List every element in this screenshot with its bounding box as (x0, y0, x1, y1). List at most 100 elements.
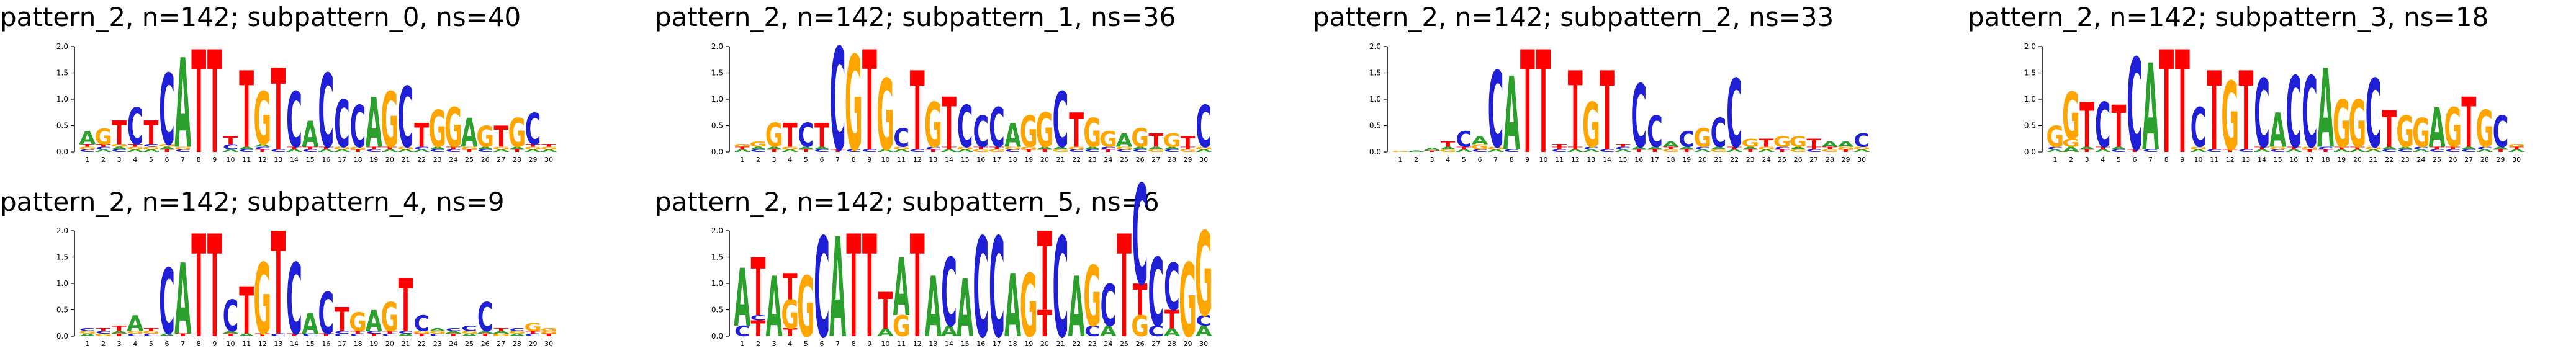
logo-letter-T: T (1552, 146, 1567, 150)
x-tick-label: 29 (529, 340, 538, 348)
logo-letter-A: A (1853, 149, 1871, 153)
logo-letter-T: T (926, 149, 941, 153)
logo-letter-T: T (446, 146, 461, 150)
x-tick-label: 20 (385, 340, 394, 348)
logo-letter-G: G (1582, 91, 1600, 162)
logo-letter-A: A (127, 311, 143, 336)
logo-letter-C: C (2191, 96, 2207, 159)
logo-letter-T: T (1568, 146, 1583, 150)
logo-letter-C: C (2254, 60, 2270, 169)
logo-letter-A: A (541, 149, 558, 153)
logo-letter-C: C (2095, 91, 2111, 162)
logo-letter-T: T (783, 117, 798, 154)
logo-letter-A: A (2142, 39, 2159, 178)
logo-letter-A: A (1408, 150, 1425, 153)
x-tick-label: 20 (2353, 156, 2362, 164)
x-tick-label: 3 (772, 340, 777, 348)
logo-letter-T: T (414, 333, 429, 337)
logo-letter-A: A (286, 149, 304, 153)
logo-letter-G: G (524, 321, 542, 334)
logo-letter-G: G (1099, 127, 1117, 152)
y-tick-label: 0.0 (56, 332, 68, 340)
logo-letter-T: T (1520, 22, 1535, 185)
logo-letter-T: T (2446, 146, 2461, 150)
x-tick-label: 24 (1104, 340, 1112, 348)
logo-letter-A: A (1662, 140, 1679, 148)
logo-letter-T: T (96, 327, 111, 332)
logo-letter-C: C (798, 117, 814, 154)
logo-letter-C: C (1631, 67, 1647, 168)
logo-letter-C: C (814, 149, 830, 153)
logo-letter-C: C (2111, 149, 2127, 153)
logo-letter-C: C (1488, 50, 1504, 172)
logo-letter-A: A (174, 243, 191, 354)
logo-letter-T: T (989, 146, 1004, 150)
x-tick-label: 19 (1024, 156, 1033, 164)
logo-letter-T: T (351, 330, 366, 334)
logo-letter-A: A (222, 149, 240, 153)
x-tick-label: 10 (881, 156, 890, 164)
y-tick-label: 0.5 (1369, 122, 1381, 130)
x-tick-label: 14 (945, 340, 953, 348)
logo-letter-A: A (174, 33, 191, 176)
x-tick-label: 3 (117, 340, 122, 348)
logo-letter-T: T (1536, 22, 1551, 185)
x-tick-label: 22 (1072, 156, 1081, 164)
logo-letter-G: G (253, 243, 271, 354)
x-tick-label: 12 (258, 340, 267, 348)
y-tick-label: 2.0 (56, 226, 68, 235)
logo-letter-T: T (366, 333, 381, 337)
x-tick-label: 25 (465, 156, 474, 164)
logo-letter-C: C (96, 146, 112, 150)
logo-letter-A: A (79, 333, 96, 337)
logo-letter-A: A (461, 110, 478, 157)
x-tick-label: 12 (913, 156, 922, 164)
logo-letter-A: A (957, 264, 973, 354)
logo-letter-C: C (413, 146, 430, 150)
logo-letter-A: A (957, 149, 974, 153)
logo-letter-C: C (96, 330, 112, 334)
logo-letter-C: C (143, 333, 160, 337)
x-tick-label: 28 (1826, 156, 1834, 164)
y-tick-label: 1.5 (56, 253, 68, 262)
logo-letter-C: C (1456, 127, 1472, 152)
x-tick-label: 4 (788, 340, 792, 348)
logo-letter-T: T (1822, 146, 1837, 150)
logo-letter-G: G (1083, 249, 1101, 346)
logo-letter-T: T (1775, 149, 1790, 153)
logo-letter-C: C (750, 149, 767, 153)
logo-letter-A: A (158, 146, 176, 150)
logo-letter-C: C (957, 93, 973, 161)
logo-letter-A: A (813, 146, 831, 150)
logo-letter-T: T (271, 45, 286, 176)
logo-letter-C: C (271, 333, 287, 337)
logo-letter-A: A (941, 149, 958, 153)
logo-letter-T: T (2239, 48, 2254, 175)
y-tick-label: 1.0 (1369, 95, 1381, 104)
logo-letter-A: A (2349, 149, 2366, 153)
logo-letter-C: C (814, 210, 830, 354)
logo-letter-T: T (2461, 84, 2476, 163)
logo-letter-G: G (924, 91, 942, 162)
logo-letter-G: G (972, 149, 990, 153)
logo-letter-T: T (814, 117, 829, 154)
logo-letter-G: G (1020, 256, 1038, 354)
logo-letter-A: A (941, 323, 958, 339)
x-tick-label: 16 (322, 340, 330, 348)
x-tick-label: 5 (804, 340, 808, 348)
logo-letter-A: A (1052, 146, 1070, 150)
x-tick-label: 28 (1168, 156, 1176, 164)
logo-letter-A: A (2476, 149, 2493, 153)
logo-letter-T: T (462, 149, 477, 153)
logo-letter-T: T (1456, 146, 1471, 150)
logo-letter-C: C (525, 333, 541, 337)
x-tick-label: 13 (1587, 156, 1595, 164)
logo-letter-A: A (1439, 146, 1457, 150)
logo-letter-T: T (143, 115, 158, 152)
logo-letter-A: A (2269, 103, 2286, 158)
logo-letter-T: T (2318, 149, 2333, 153)
logo-letter-C: C (318, 53, 335, 171)
logo-letter-C: C (2477, 146, 2493, 150)
logo-letter-T: T (303, 146, 318, 150)
